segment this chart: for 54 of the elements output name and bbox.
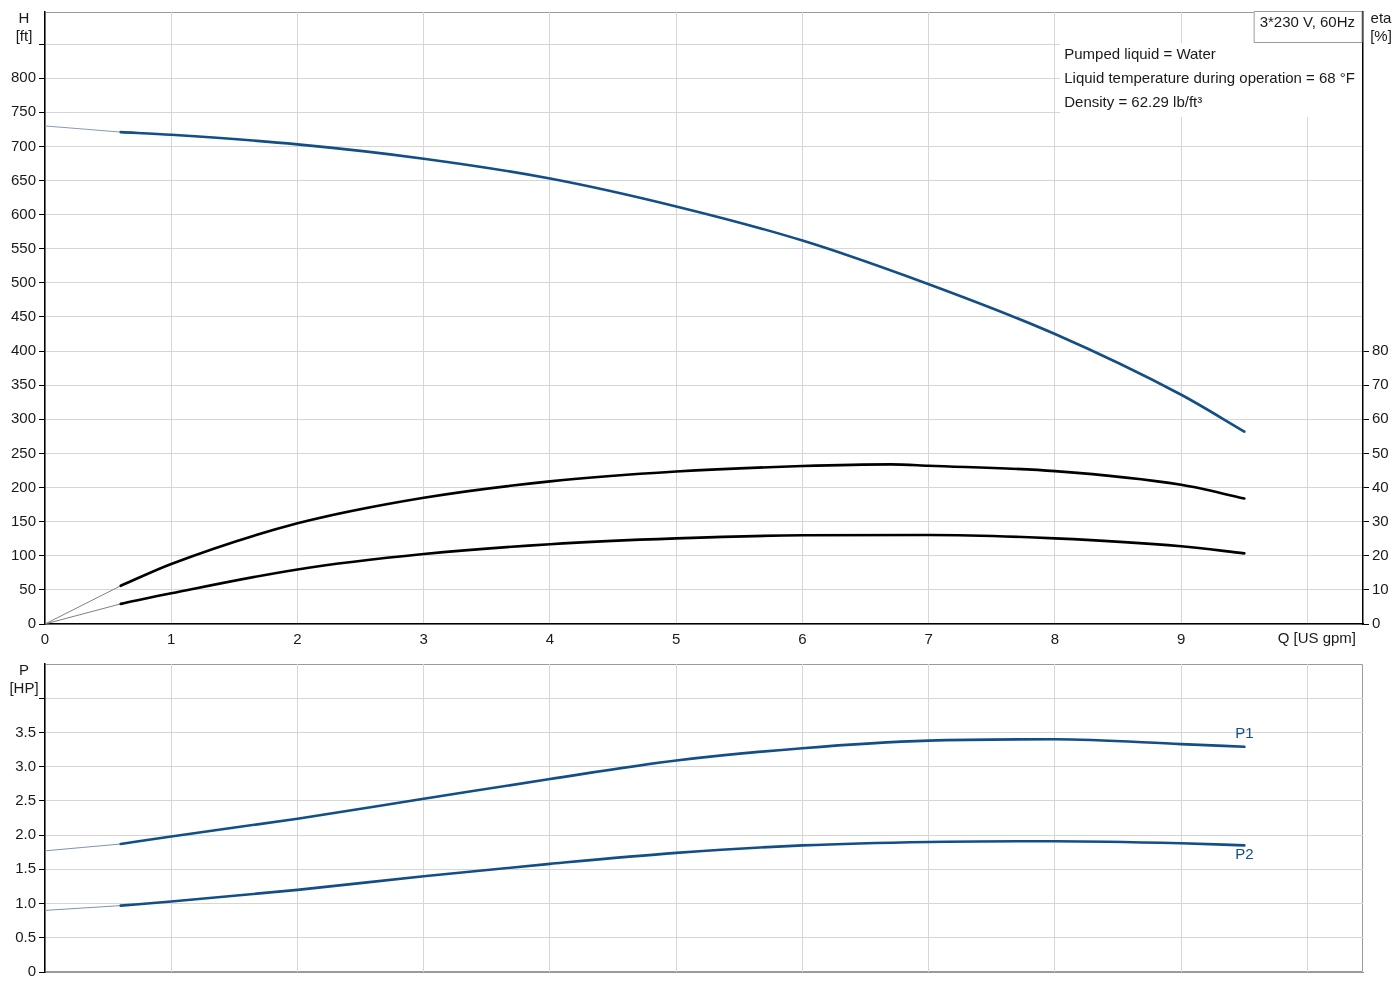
y2-tick-label: 0 xyxy=(1372,614,1381,632)
y-axis-title: P [HP] xyxy=(9,661,39,697)
y-tick-label: 50 xyxy=(19,580,36,598)
y2-tick-label: 50 xyxy=(1372,443,1389,461)
chart-title: 3*230 V, 60Hz xyxy=(1259,13,1355,31)
x-tick-label: 6 xyxy=(798,630,807,648)
y2-tick-label: 10 xyxy=(1372,580,1389,598)
y2-tick-label: 60 xyxy=(1372,409,1389,427)
y-tick-label: 0 xyxy=(27,614,36,632)
y-tick-label: 0.5 xyxy=(15,927,36,945)
y-tick-label: 400 xyxy=(10,341,36,359)
y-tick-label: 750 xyxy=(10,102,36,120)
y-tick-label: 250 xyxy=(10,443,36,461)
y-tick-label: 200 xyxy=(10,477,36,495)
annotation: Density = 62.29 lb/ft³ xyxy=(1064,93,1203,111)
y-tick-label: 3.5 xyxy=(15,722,36,740)
y-tick-label: 300 xyxy=(10,409,36,427)
y-tick-label: 500 xyxy=(10,273,36,290)
annotation: Pumped liquid = Water xyxy=(1064,45,1216,63)
x-tick-label: 2 xyxy=(293,630,302,648)
x-tick-label: 9 xyxy=(1177,630,1186,648)
y-tick-label: 650 xyxy=(10,170,36,188)
y2-tick-label: 40 xyxy=(1372,477,1389,495)
x-tick-label: 8 xyxy=(1050,630,1060,648)
y-tick-label: 3.0 xyxy=(15,756,36,774)
y2-tick-label: 30 xyxy=(1372,511,1389,529)
y-tick-label: 2.5 xyxy=(15,791,36,809)
x-tick-label: 3 xyxy=(419,630,428,648)
y2-tick-label: 20 xyxy=(1372,545,1389,563)
y-tick-label: 150 xyxy=(10,511,36,529)
x-tick-label: 0 xyxy=(40,630,50,648)
x-axis-title: Q [US gpm] xyxy=(1277,629,1356,647)
y-tick-label: 600 xyxy=(10,204,36,222)
y-tick-label: 100 xyxy=(10,545,36,563)
y-tick-label: 550 xyxy=(10,238,36,256)
annotation: Liquid temperature during operation = 68 °F xyxy=(1064,69,1355,87)
y-tick-label: 0 xyxy=(27,962,36,980)
x-tick-label: 5 xyxy=(672,630,681,648)
y-tick-label: 450 xyxy=(10,307,36,325)
x-tick-label: 7 xyxy=(924,630,933,648)
y-tick-label: 1.0 xyxy=(15,893,36,911)
y-tick-label: 2.0 xyxy=(15,825,36,843)
y-tick-label: 1.5 xyxy=(15,859,36,877)
y-tick-label: 800 xyxy=(10,68,36,86)
x-tick-label: 4 xyxy=(545,630,555,648)
y2-tick-label: 80 xyxy=(1372,341,1389,359)
series-label: P2 xyxy=(1235,845,1254,863)
series-label: P1 xyxy=(1235,724,1254,742)
y2-axis-title: eta [%] xyxy=(1370,9,1393,45)
y-axis-title: H [ft] xyxy=(15,9,33,45)
y-tick-label: 700 xyxy=(10,136,36,154)
y2-tick-label: 70 xyxy=(1372,375,1389,393)
y-tick-label: 350 xyxy=(10,375,36,393)
x-tick-label: 1 xyxy=(167,630,176,648)
